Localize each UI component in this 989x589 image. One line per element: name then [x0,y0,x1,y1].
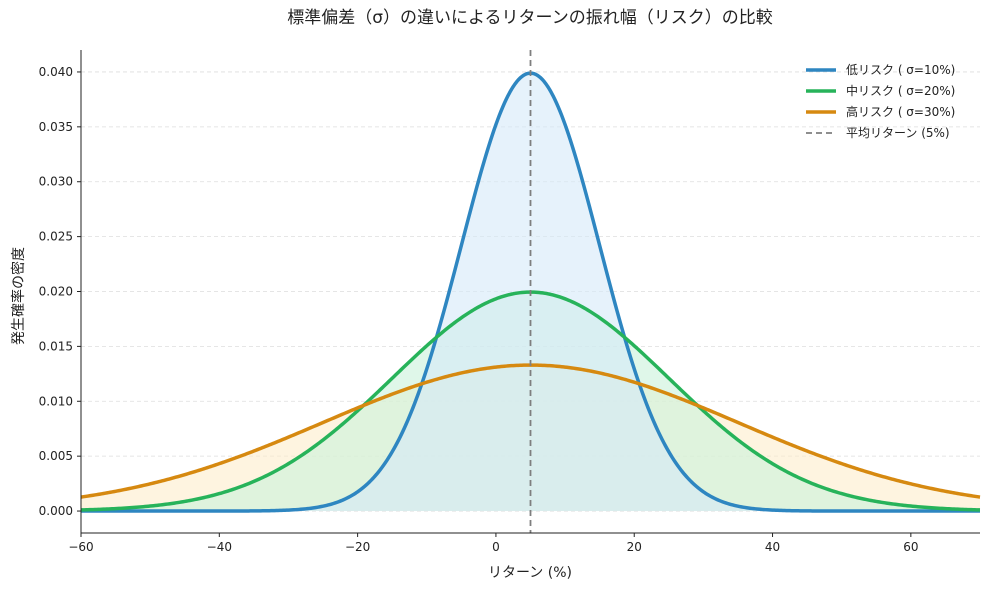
x-axis-label: リターン (%) [488,565,572,581]
x-tick-label: 60 [903,540,918,554]
legend-label: 中リスク ( σ=20%) [846,83,955,98]
legend-label: 高リスク ( σ=30%) [846,104,955,119]
y-tick-label: 0.020 [39,285,73,299]
y-tick-label: 0.010 [39,394,73,408]
y-tick-label: 0.005 [39,449,73,463]
axes: 0.000 0.005 0.010 0.015 0.020 0.025 0.030 0.035… [39,50,980,554]
y-tick-label: 0.015 [39,339,73,353]
legend: 低リスク ( σ=10%) 中リスク ( σ=20%) 高リスク ( σ=30%) 平… [806,63,955,140]
x-tick-label: −60 [68,540,93,554]
y-tick-label: 0.025 [39,230,73,244]
x-tick-label: 20 [627,540,642,554]
x-tick-label: 40 [765,540,780,554]
legend-label: 低リスク ( σ=10%) [846,63,955,77]
chart-title: 標準偏差（σ）の違いによるリターンの振れ幅（リスク）の比較 [287,8,772,28]
x-tick-label: −20 [345,540,370,554]
y-tick-label: 0.000 [39,504,73,518]
legend-label: 平均リターン (5%) [846,126,950,140]
y-axis-label: 発生確率の密度 [10,247,27,345]
y-tick-label: 0.040 [39,65,73,79]
x-tick-label: 0 [492,540,500,554]
y-tick-label: 0.035 [39,120,73,134]
x-tick-label: −40 [207,540,232,554]
y-tick-label: 0.030 [39,175,73,189]
